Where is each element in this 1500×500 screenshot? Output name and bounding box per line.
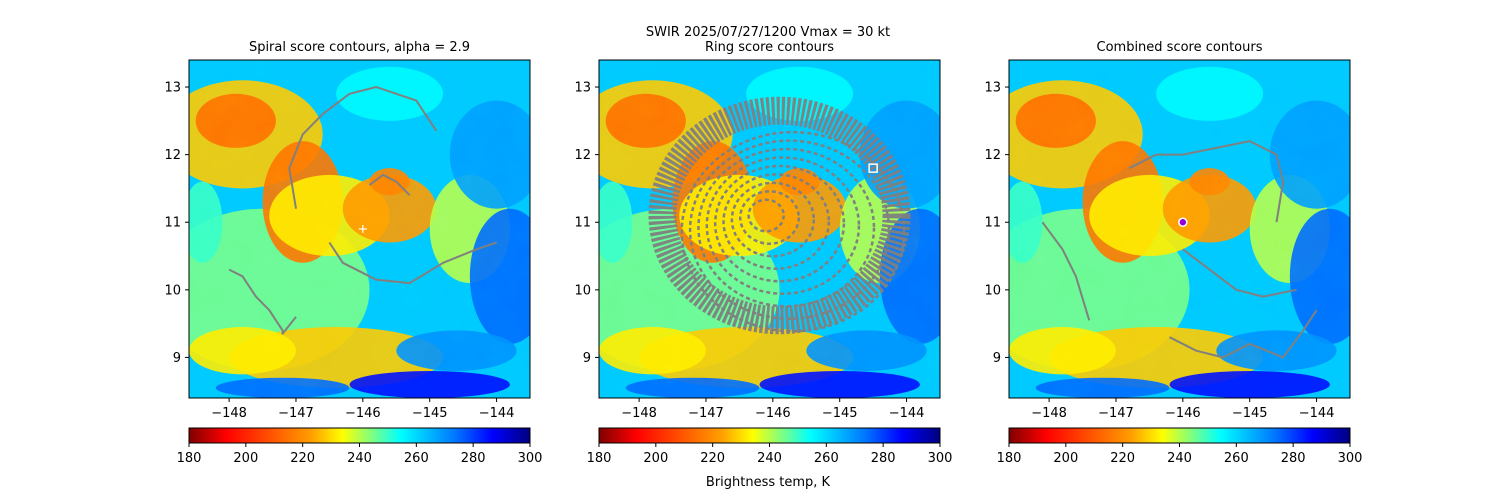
colorbar-tick-label: 240 (1167, 451, 1192, 466)
x-tick-label: −145 (822, 406, 858, 421)
satellite-image (599, 60, 940, 398)
panel-2: Ring score contours −148 −147 −146 −145 −144 9… (574, 40, 953, 466)
satellite-image (189, 60, 530, 398)
ring-contour (680, 130, 906, 333)
y-tick-label: 12 (164, 148, 181, 163)
panel-title: Spiral score contours, alpha = 2.9 (249, 40, 470, 55)
y-tick-label: 13 (574, 81, 591, 96)
y-tick-label: 10 (984, 283, 1001, 298)
x-tick-label: −147 (1098, 406, 1134, 421)
y-tick-label: 9 (173, 351, 181, 366)
ring-contour (713, 164, 846, 283)
colorbar-tick-label: 220 (1110, 451, 1135, 466)
colorbar-tick-label: 280 (871, 451, 896, 466)
panel-3: Combined score contours −148 −147 −146 −145 −… (984, 40, 1363, 466)
colorbar-tick-label: 260 (404, 451, 429, 466)
y-tick-label: 10 (164, 283, 181, 298)
colorbar-tick-label: 200 (233, 451, 258, 466)
colorbar (188, 427, 531, 444)
colorbar-tick-label: 180 (177, 451, 202, 466)
contour-line (288, 86, 438, 209)
contour-line (328, 241, 497, 285)
center-marker (358, 225, 367, 233)
y-tick-label: 10 (574, 283, 591, 298)
panel-title: Ring score contours (705, 40, 834, 55)
ring-contour (697, 147, 876, 308)
contour-line (1169, 309, 1318, 359)
colorbar-tick-label: 300 (1338, 451, 1363, 466)
colorbar-tick-label: 180 (997, 451, 1022, 466)
panel-1: Spiral score contours, alpha = 2.9 −148 −1… (164, 40, 543, 466)
x-tick-label: −147 (688, 406, 724, 421)
contour-line (1128, 140, 1285, 223)
x-tick-label: −144 (889, 406, 925, 421)
y-tick-label: 11 (984, 216, 1001, 231)
x-tick-label: −144 (1299, 406, 1335, 421)
y-tick-label: 11 (164, 216, 181, 231)
colorbar-tick-label: 260 (1224, 451, 1249, 466)
x-tick-label: −145 (412, 406, 448, 421)
center-marker (868, 163, 878, 173)
ring-contour (730, 181, 816, 258)
colorbar-tick-label: 300 (518, 451, 543, 466)
panels: Spiral score contours, alpha = 2.9 −148 −1… (164, 40, 1363, 466)
colorbar-tick-label: 300 (928, 451, 953, 466)
x-tick-label: −145 (1232, 406, 1268, 421)
x-tick-label: −147 (278, 406, 314, 421)
ring-contour (738, 190, 801, 245)
y-tick-label: 13 (164, 81, 181, 96)
y-tick-label: 11 (574, 216, 591, 231)
ring-contour (747, 198, 785, 233)
x-tick-label: −148 (211, 406, 247, 421)
x-tick-label: −148 (621, 406, 657, 421)
y-tick-label: 13 (984, 81, 1001, 96)
colorbar-tick-label: 280 (461, 451, 486, 466)
ring-contour (722, 173, 831, 270)
y-tick-label: 12 (984, 148, 1001, 163)
y-tick-label: 9 (993, 351, 1001, 366)
colorbar-tick-label: 240 (347, 451, 372, 466)
colorbar (598, 427, 941, 444)
axes-frame (598, 59, 941, 399)
colorbar-tick-label: 260 (814, 451, 839, 466)
x-tick-label: −148 (1031, 406, 1067, 421)
colorbar-tick-label: 220 (700, 451, 725, 466)
contour-line (1041, 221, 1091, 321)
satellite-image (1009, 60, 1350, 398)
y-tick-label: 9 (583, 351, 591, 366)
ring-contour (705, 156, 861, 295)
axes-frame (188, 59, 531, 399)
colorbar-tick-label: 220 (290, 451, 315, 466)
y-tick-label: 12 (574, 148, 591, 163)
contour-line (228, 268, 297, 335)
x-tick-label: −146 (1165, 406, 1201, 421)
suptitle: SWIR 2025/07/27/1200 Vmax = 30 kt (646, 25, 890, 40)
ring-contour (688, 139, 891, 320)
colorbar-tick-label: 200 (1053, 451, 1078, 466)
colorbar-tick-label: 240 (757, 451, 782, 466)
colorbar-tick-label: 280 (1281, 451, 1306, 466)
center-marker (1178, 217, 1188, 227)
contour-line (368, 173, 411, 196)
panel-title: Combined score contours (1097, 40, 1263, 55)
colorbar-label: Brightness temp, K (706, 475, 831, 490)
colorbar-tick-label: 200 (643, 451, 668, 466)
axes-frame (1008, 59, 1351, 399)
colorbar (1008, 427, 1351, 444)
x-tick-label: −146 (345, 406, 381, 421)
contour-line (1182, 248, 1297, 298)
ring-contour-band (648, 96, 911, 335)
colorbar-tick-label: 180 (587, 451, 612, 466)
x-tick-label: −144 (479, 406, 515, 421)
x-tick-label: −146 (755, 406, 791, 421)
